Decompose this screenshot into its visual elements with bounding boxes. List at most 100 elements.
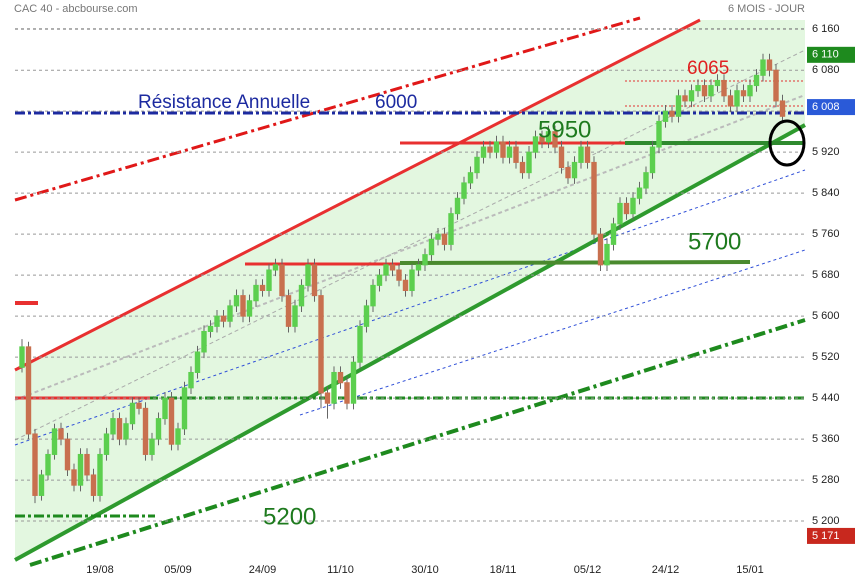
candle-body [591, 161, 597, 235]
candle-body [376, 274, 383, 286]
candle-body [110, 418, 116, 435]
candle-body [500, 141, 506, 158]
candle-body [649, 146, 656, 174]
candle-body [175, 428, 181, 445]
channel-top [14, 18, 701, 372]
candle-body [84, 453, 90, 476]
candle-body [272, 264, 279, 271]
candle-body [370, 284, 376, 307]
candle-body [363, 305, 370, 327]
candle-body [493, 141, 500, 153]
annotation: 5200 [263, 503, 316, 530]
highlight-circle [768, 119, 806, 167]
candle-body [344, 382, 350, 404]
candle-body [331, 371, 337, 404]
y-tick-label: 5 200 [812, 515, 840, 527]
candle-body [714, 79, 721, 87]
candle-body [558, 146, 565, 169]
candle-body [773, 69, 779, 102]
candle-body [539, 136, 545, 143]
candle-body [123, 423, 129, 440]
candle-body [168, 397, 175, 445]
candle-body [526, 151, 532, 174]
candle-body [584, 146, 591, 163]
candle-body [461, 182, 467, 199]
candle-body [25, 346, 32, 435]
candle-body [597, 233, 604, 266]
annotation: 5950 [538, 116, 591, 143]
x-tick-label: 19/08 [86, 564, 114, 576]
candle-body [662, 110, 669, 122]
candle-body [142, 407, 149, 455]
candle-body [253, 284, 259, 302]
candle-body [298, 284, 305, 307]
candle-body [311, 264, 318, 297]
trend-green-dashdot [29, 318, 806, 567]
candle-body [682, 95, 688, 102]
price-marker [807, 46, 855, 63]
candle-body [623, 202, 630, 215]
candle-body [103, 433, 110, 455]
candle-body [734, 90, 740, 107]
candle-body [636, 187, 643, 199]
candle-body [45, 453, 51, 476]
candle-body [318, 295, 324, 394]
candle-body [532, 136, 539, 153]
candle-body [71, 469, 77, 486]
candle-body [474, 156, 480, 174]
candle-body [90, 474, 97, 496]
candle-body [701, 85, 708, 97]
chart-subtitle: 6 MOIS - JOUR [728, 3, 805, 15]
y-tick-label: 5 840 [812, 187, 840, 199]
candle-body [610, 223, 617, 245]
candle-body [285, 295, 292, 327]
candle-body [214, 315, 220, 327]
candle-body [389, 264, 396, 271]
candle-body [201, 330, 207, 353]
candle-body [97, 453, 103, 496]
candle-body [727, 95, 734, 107]
x-tick-label: 24/12 [652, 564, 680, 576]
candle-body [155, 418, 162, 440]
candle-body [480, 146, 487, 158]
candle-body [617, 202, 623, 225]
price-marker [807, 99, 855, 116]
candle-body [227, 305, 233, 322]
candle-body [266, 269, 272, 292]
x-tick-label: 30/10 [411, 564, 439, 576]
x-tick-label: 24/09 [249, 564, 277, 576]
candle-body [669, 110, 675, 117]
y-tick-label: 5 600 [812, 310, 840, 322]
candle-body [181, 387, 188, 430]
candle-body [246, 300, 253, 317]
candle-body [415, 264, 422, 271]
x-tick-label: 15/01 [736, 564, 764, 576]
candle-body [116, 418, 123, 440]
candle-body [350, 361, 357, 404]
candle-body [38, 474, 45, 496]
level-5700 [399, 260, 751, 265]
candle-body [337, 371, 344, 384]
price-marker [807, 527, 855, 544]
annotation: 6000 [375, 92, 417, 113]
candle-body [51, 428, 58, 455]
annotation: 6065 [687, 58, 729, 79]
y-tick-label: 5 520 [812, 351, 840, 363]
candle-body [721, 79, 727, 97]
y-tick-label: 5 680 [812, 269, 840, 281]
candle-body [220, 315, 227, 322]
annotation: 5700 [688, 228, 741, 255]
candle-body [513, 146, 519, 163]
candle-body [656, 120, 662, 148]
y-tick-label: 5 920 [812, 146, 840, 158]
trend-blue [299, 249, 806, 416]
candle-body [19, 346, 25, 368]
candle-body [675, 95, 682, 117]
candle-body [552, 131, 558, 148]
candle-body [766, 59, 773, 71]
candle-body [188, 371, 194, 389]
candle-body [77, 453, 84, 486]
price-marker-label: 6 110 [812, 49, 839, 61]
price-marker-label: 5 171 [812, 530, 840, 542]
